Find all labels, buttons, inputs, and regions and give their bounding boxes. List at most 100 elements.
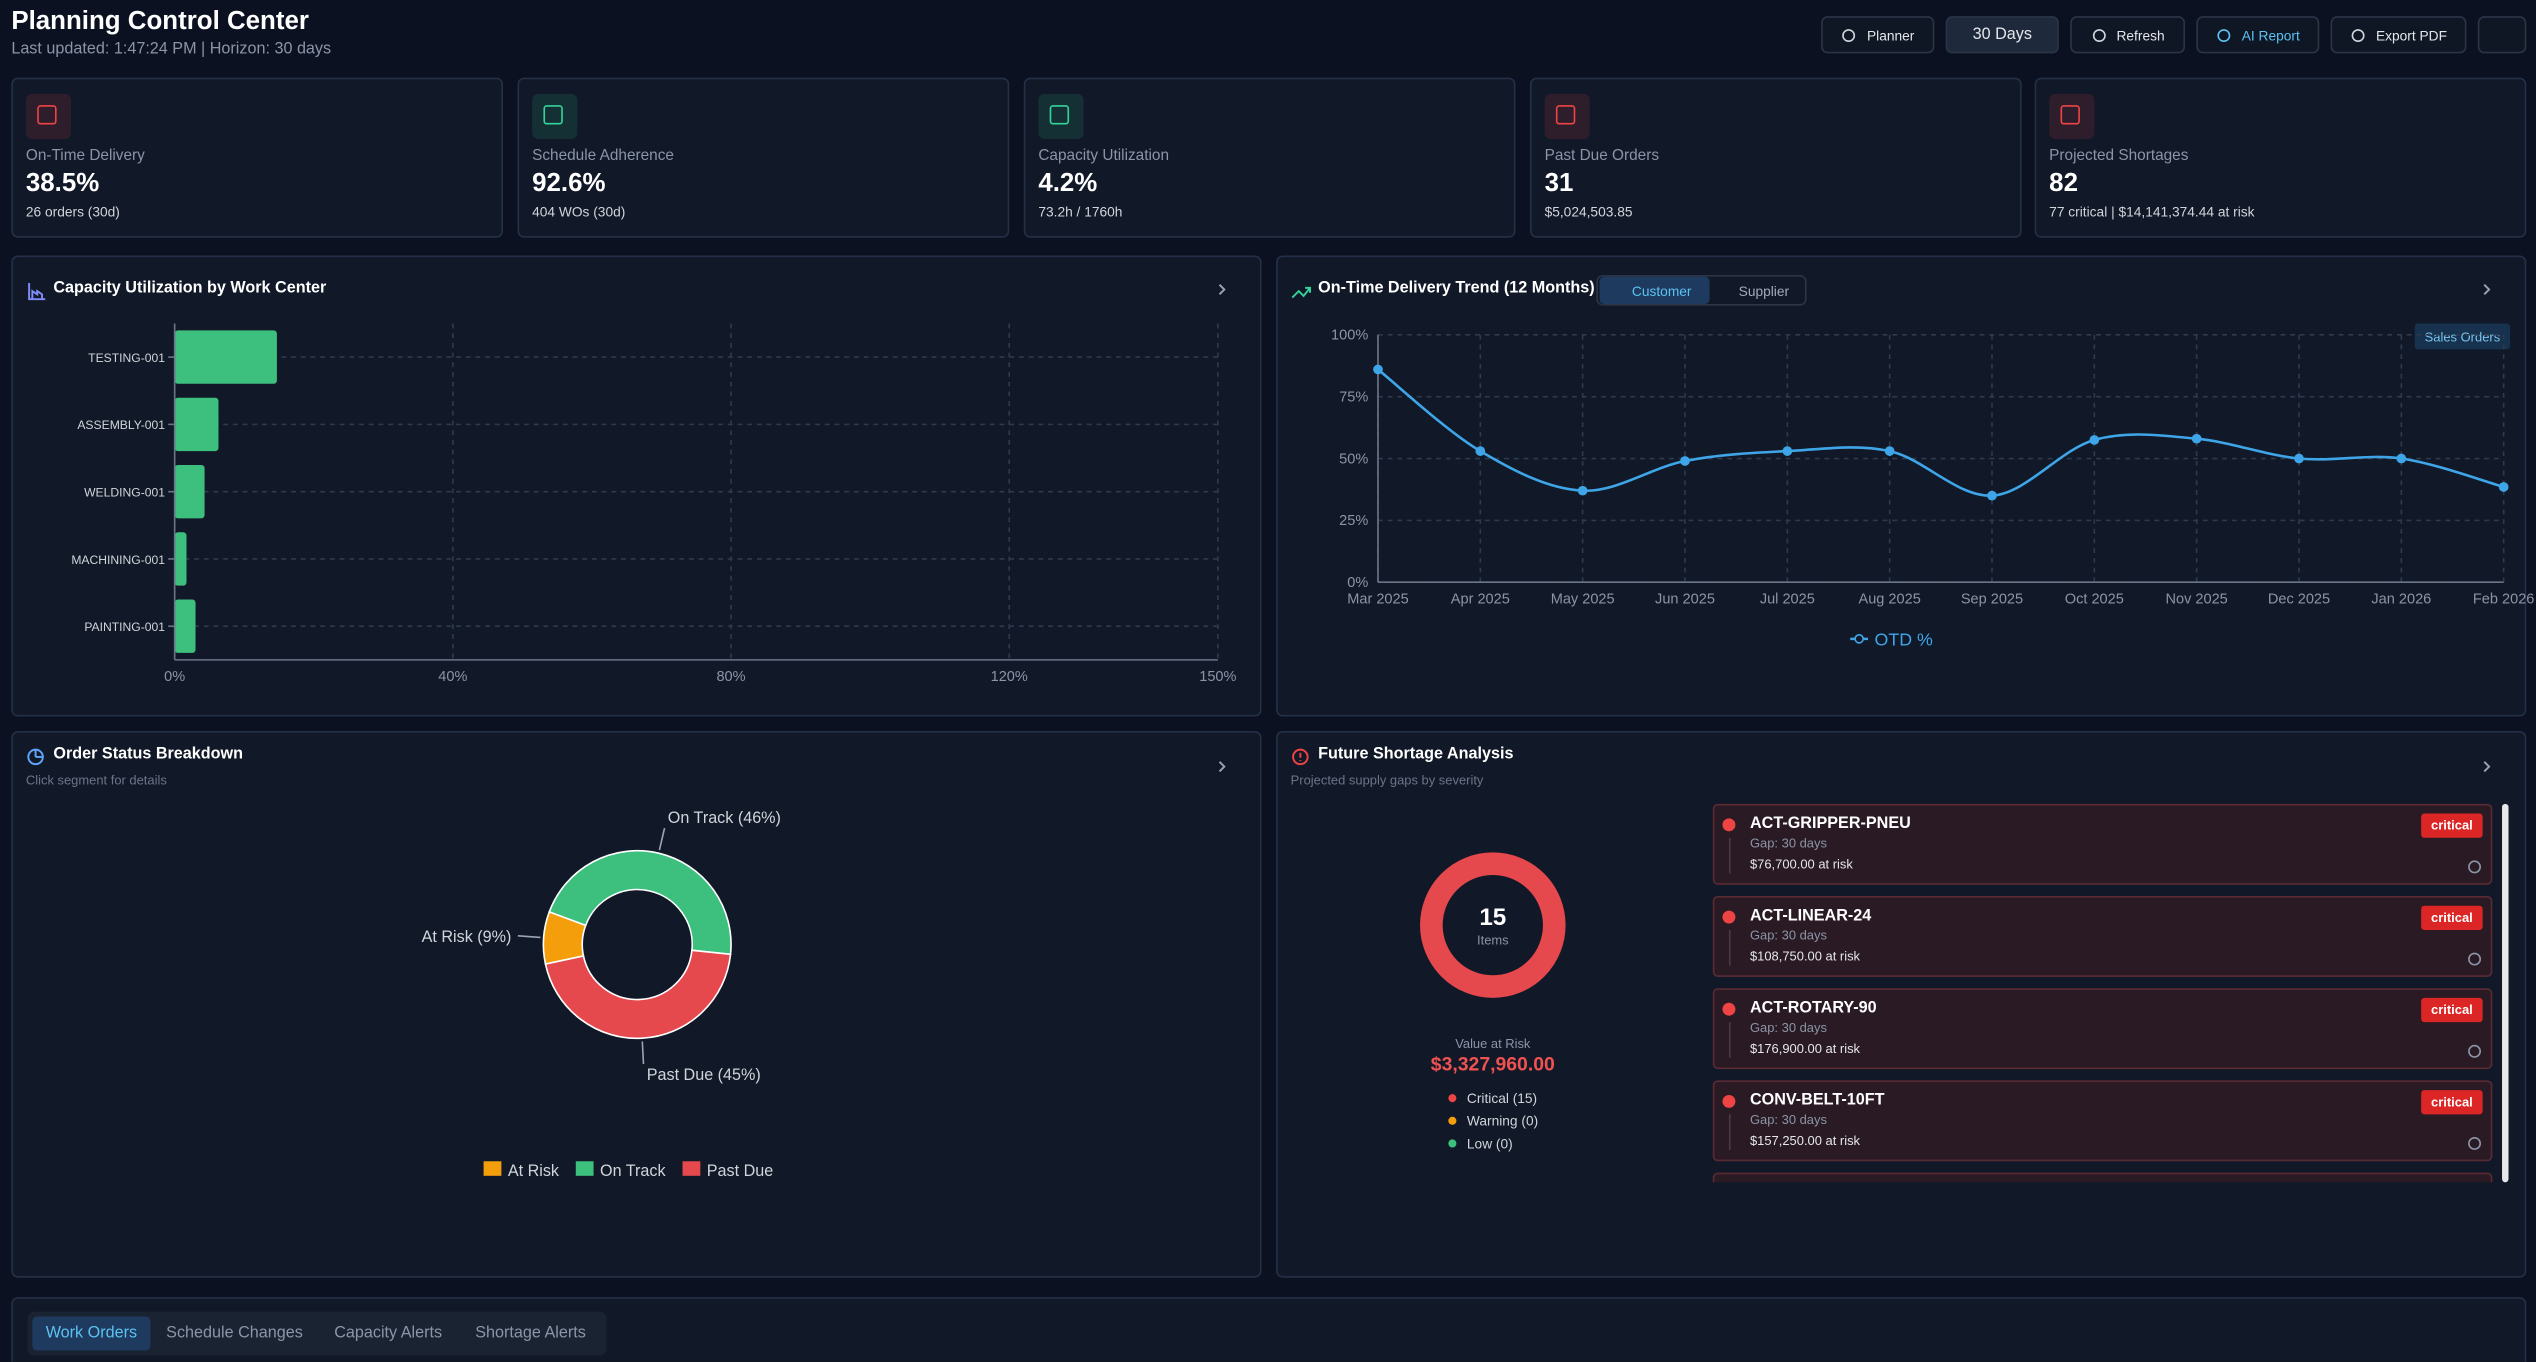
kpi-card: [517, 77, 1010, 238]
toggle-option[interactable]: Customer: [1631, 283, 1692, 300]
severity-dot: [1722, 1002, 1736, 1016]
button-label: Refresh: [2116, 26, 2165, 43]
toggle-group: [1596, 274, 1807, 306]
kpi-icon-glyph: [37, 105, 57, 125]
kpi-value: 4.2%: [1038, 169, 1098, 198]
button-icon: [1842, 28, 1856, 42]
severity-dot: [1722, 1094, 1736, 1108]
button-label: AI Report: [2241, 26, 2300, 43]
item-gap: Gap: 30 days: [1749, 836, 1827, 851]
item-gap: Gap: 30 days: [1749, 928, 1827, 943]
kpi-detail: 73.2h / 1760h: [1038, 203, 1123, 220]
item-value: $176,900.00 at risk: [1749, 1041, 1861, 1057]
kpi-value: 92.6%: [532, 169, 606, 198]
clock-icon: [2468, 952, 2482, 966]
kpi-icon: [2049, 93, 2095, 140]
button-label: 30 Days: [1972, 25, 2032, 44]
button-icon: [2217, 28, 2231, 42]
severity-badge: critical: [2421, 1090, 2483, 1115]
kpi-card: [2034, 77, 2527, 238]
icon-shape: [2217, 28, 2231, 42]
button-icon: [2351, 28, 2365, 42]
panel-subtitle: Click segment for details: [25, 773, 167, 788]
kpi-detail: $5,024,503.85: [1544, 203, 1633, 220]
item-name: ACT-ROTARY-90: [1749, 999, 1877, 1018]
button-label: Export PDF: [2375, 26, 2447, 43]
kpi-label: Capacity Utilization: [1038, 147, 1170, 165]
panel-title: Order Status Breakdown: [53, 745, 244, 764]
timeline-line: [1728, 837, 1730, 874]
timeline-line: [1728, 1114, 1730, 1150]
kpi-label: On-Time Delivery: [25, 147, 145, 165]
tab[interactable]: Work Orders: [32, 1316, 151, 1351]
severity-dot: [1722, 910, 1736, 924]
order-status-panel: [11, 731, 1262, 1278]
timeline-line: [1728, 1022, 1730, 1058]
header-button[interactable]: Refresh: [2070, 16, 2186, 54]
panel-title: Future Shortage Analysis: [1318, 745, 1514, 764]
kpi-card: [11, 77, 503, 238]
clock-icon: [2468, 860, 2482, 874]
kpi-card: [1530, 77, 2022, 238]
severity-badge: critical: [2421, 813, 2483, 838]
kpi-icon: [1038, 93, 1084, 140]
kpi-icon: [532, 93, 578, 140]
shortage-item: [1712, 1080, 2493, 1162]
header-button[interactable]: 30 Days: [1945, 16, 2059, 54]
kpi-detail: 404 WOs (30d): [532, 203, 626, 220]
kpi-card: [1023, 77, 1516, 238]
page-title: Planning Control Center: [11, 8, 309, 36]
button-icon: [2092, 28, 2106, 42]
clock-icon: [2468, 1136, 2482, 1150]
header-button[interactable]: Export PDF: [2330, 16, 2467, 54]
icon-shape: [1842, 28, 1856, 42]
button-label: Planner: [1866, 26, 1915, 43]
header-button[interactable]: AI Report: [2196, 16, 2320, 54]
severity-badge: critical: [2421, 997, 2483, 1023]
item-value: $108,750.00 at risk: [1749, 949, 1861, 964]
capacity-panel: [11, 255, 1262, 717]
severity-dot: [1722, 818, 1736, 832]
kpi-icon-glyph: [2060, 105, 2080, 125]
item-value: $76,700.00 at risk: [1749, 857, 1853, 872]
item-name: ACT-LINEAR-24: [1749, 907, 1872, 926]
kpi-label: Past Due Orders: [1544, 147, 1659, 165]
icon-shape: [2351, 28, 2365, 42]
clock-icon: [2468, 1044, 2482, 1058]
toggle-active-bg: [1599, 276, 1710, 305]
kpi-icon-glyph: [1555, 105, 1576, 125]
kpi-label: Projected Shortages: [2049, 147, 2189, 165]
panel-subtitle: Projected supply gaps by severity: [1290, 773, 1484, 788]
kpi-icon-glyph: [543, 105, 563, 125]
timeline-line: [1728, 929, 1730, 966]
item-gap: Gap: 30 days: [1749, 1112, 1827, 1128]
kpi-icon: [1544, 93, 1590, 140]
otd-panel: [1276, 255, 2527, 717]
kpi-icon: [25, 93, 72, 140]
item-gap: Gap: 30 days: [1749, 1020, 1827, 1036]
kpi-detail: 77 critical | $14,141,374.44 at risk: [2049, 203, 2255, 220]
page-subtitle: Last updated: 1:47:24 PM | Horizon: 30 d…: [11, 40, 332, 59]
panel-title: Capacity Utilization by Work Center: [53, 279, 327, 298]
kpi-value: 38.5%: [25, 169, 100, 198]
item-name: ACT-GRIPPER-PNEU: [1749, 815, 1911, 833]
shortage-list: ACT-GRIPPER-PNEU Gap: 30 days $76,700.00 a…: [1710, 802, 2496, 1183]
shortage-item: [1712, 1172, 2493, 1183]
kpi-value: 82: [2049, 169, 2078, 198]
severity-badge: critical: [2421, 905, 2483, 930]
kpi-value: 31: [1544, 169, 1574, 198]
icon-shape: [2092, 28, 2106, 42]
toggle-option[interactable]: Supplier: [1738, 283, 1790, 300]
expand-button[interactable]: [2477, 16, 2527, 54]
shortage-item: [1712, 896, 2493, 977]
series-badge: Sales Orders: [2414, 323, 2511, 350]
shortage-item: [1712, 803, 2493, 885]
shortage-item: [1712, 988, 2493, 1070]
tab[interactable]: Capacity Alerts: [334, 1324, 443, 1343]
scrollbar: [2502, 803, 2509, 1183]
tab[interactable]: Shortage Alerts: [475, 1324, 586, 1343]
tab[interactable]: Schedule Changes: [166, 1324, 303, 1343]
kpi-label: Schedule Adherence: [532, 147, 674, 165]
kpi-detail: 26 orders (30d): [25, 203, 120, 220]
header-button[interactable]: Planner: [1821, 16, 1935, 54]
